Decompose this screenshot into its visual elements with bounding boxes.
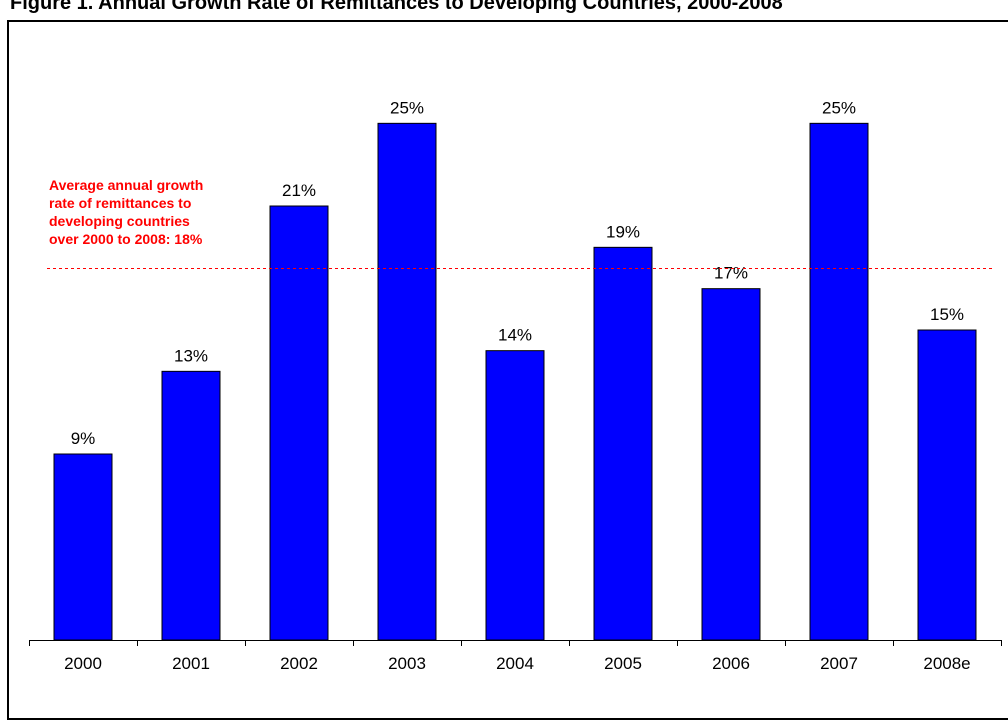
- bar: [485, 350, 545, 641]
- x-tick-label: 2003: [388, 654, 426, 673]
- data-label: 17%: [714, 264, 748, 283]
- chart-title: Figure 1. Annual Growth Rate of Remittan…: [10, 0, 783, 14]
- data-label: 9%: [71, 429, 96, 448]
- average-annotation: Average annual growth rate of remittance…: [49, 176, 203, 248]
- x-tick-label: 2002: [280, 654, 318, 673]
- data-label: 19%: [606, 222, 640, 241]
- average-annotation-line: rate of remittances to: [49, 195, 192, 211]
- bar: [269, 205, 329, 641]
- bar: [53, 453, 113, 641]
- x-tick-label: 2006: [712, 654, 750, 673]
- data-label: 14%: [498, 326, 532, 345]
- data-label: 25%: [822, 98, 856, 117]
- bar: [809, 122, 869, 641]
- average-annotation-line: Average annual growth: [49, 177, 204, 193]
- x-tick-label: 2000: [64, 654, 102, 673]
- bar: [377, 122, 437, 641]
- average-annotation-line: developing countries: [49, 213, 190, 229]
- data-label: 21%: [282, 181, 316, 200]
- bar: [593, 246, 653, 641]
- x-tick-label: 2007: [820, 654, 858, 673]
- x-tick-label: 2005: [604, 654, 642, 673]
- bar-chart: 9% 2000 13% 2001 21% 2002 25% 2003 14% 2004 19% 200…: [29, 98, 1002, 673]
- x-tick-label: 2001: [172, 654, 210, 673]
- x-tick-label: 2004: [496, 654, 534, 673]
- data-label: 13%: [174, 346, 208, 365]
- bar: [917, 329, 977, 641]
- bar: [161, 370, 221, 641]
- average-annotation-line: over 2000 to 2008: 18%: [49, 231, 203, 247]
- bar: [701, 288, 761, 641]
- data-label: 25%: [390, 98, 424, 117]
- data-label: 15%: [930, 305, 964, 324]
- x-tick-label: 2008e: [923, 654, 970, 673]
